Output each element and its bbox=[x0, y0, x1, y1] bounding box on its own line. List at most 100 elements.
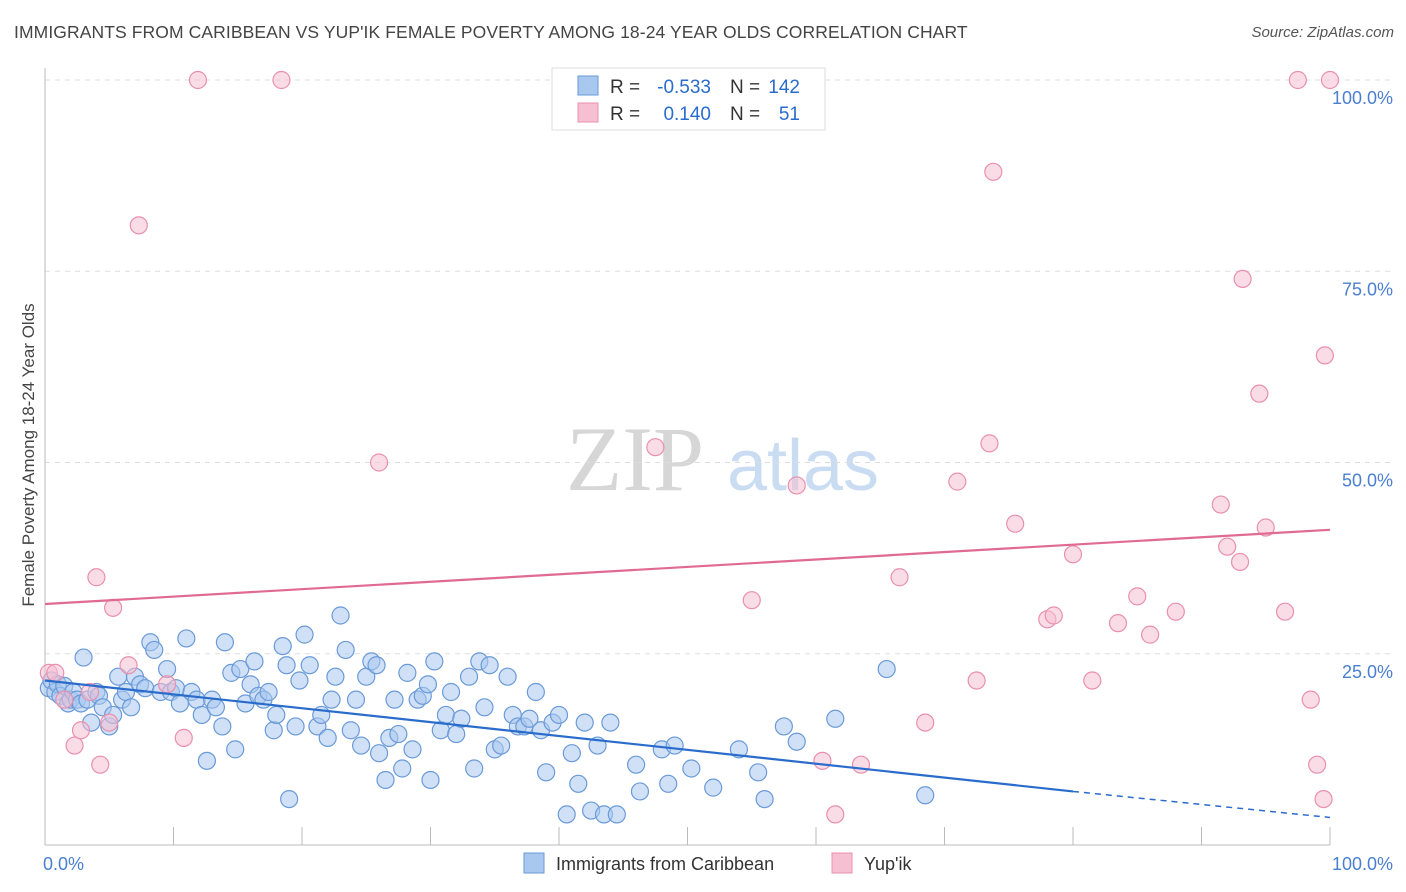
point-caribbean bbox=[607, 805, 626, 824]
point-caribbean bbox=[389, 724, 408, 744]
point-caribbean bbox=[215, 633, 234, 652]
point-yupik bbox=[188, 70, 208, 90]
point-yupik bbox=[1140, 625, 1160, 644]
y-tick-label: 50.0% bbox=[1342, 471, 1393, 491]
y-tick-label: 75.0% bbox=[1342, 279, 1393, 299]
point-caribbean bbox=[441, 682, 461, 702]
point-yupik bbox=[87, 568, 106, 587]
point-caribbean bbox=[197, 751, 217, 770]
tick-labels: 25.0% 50.0% 75.0% 100.0% 0.0% 100.0% bbox=[43, 88, 1393, 874]
point-caribbean bbox=[370, 744, 389, 763]
point-yupik bbox=[1250, 384, 1269, 403]
stats-n-label-1: N = bbox=[730, 77, 760, 98]
point-caribbean bbox=[418, 675, 438, 694]
point-yupik bbox=[1308, 755, 1327, 774]
point-caribbean bbox=[213, 717, 232, 736]
point-caribbean bbox=[273, 636, 292, 656]
point-yupik bbox=[1315, 346, 1334, 365]
point-caribbean bbox=[492, 736, 511, 755]
grid-lines bbox=[45, 79, 1392, 655]
point-caribbean bbox=[245, 652, 264, 671]
trend-line-yupik bbox=[44, 528, 1331, 606]
point-yupik bbox=[1301, 690, 1320, 709]
point-yupik bbox=[1230, 552, 1250, 572]
trend-line-caribbean bbox=[44, 679, 1074, 793]
point-caribbean bbox=[385, 690, 404, 709]
point-caribbean bbox=[341, 721, 360, 740]
point-caribbean bbox=[465, 759, 484, 778]
point-caribbean bbox=[498, 667, 517, 686]
point-yupik bbox=[174, 728, 193, 748]
point-caribbean bbox=[300, 656, 319, 675]
point-caribbean bbox=[626, 755, 646, 774]
legend-label-yupik: Yup'ik bbox=[864, 854, 912, 874]
chart-title: IMMIGRANTS FROM CARIBBEAN VS YUP'IK FEMA… bbox=[14, 22, 968, 42]
point-yupik bbox=[948, 472, 967, 491]
point-yupik bbox=[46, 663, 65, 682]
legend-swatch-yupik bbox=[831, 852, 853, 874]
watermark-zip: ZIP bbox=[566, 408, 704, 510]
point-caribbean bbox=[206, 698, 226, 717]
point-yupik bbox=[1166, 602, 1185, 621]
trend-lines bbox=[44, 528, 1331, 819]
point-caribbean bbox=[74, 648, 93, 667]
point-yupik bbox=[1006, 514, 1025, 533]
series-caribbean-points bbox=[39, 606, 935, 824]
point-caribbean bbox=[526, 682, 545, 702]
point-caribbean bbox=[280, 789, 299, 809]
point-yupik bbox=[157, 675, 177, 694]
point-caribbean bbox=[367, 656, 386, 675]
point-yupik bbox=[1044, 606, 1063, 625]
point-yupik bbox=[646, 438, 665, 457]
point-caribbean bbox=[704, 778, 723, 797]
stats-swatch-pink bbox=[577, 102, 599, 123]
point-caribbean bbox=[290, 671, 309, 690]
point-caribbean bbox=[475, 698, 494, 717]
legend-label-caribbean: Immigrants from Caribbean bbox=[556, 854, 774, 874]
point-yupik bbox=[104, 598, 123, 617]
point-caribbean bbox=[192, 705, 211, 725]
point-caribbean bbox=[774, 717, 793, 736]
point-caribbean bbox=[729, 740, 749, 759]
point-yupik bbox=[1083, 671, 1102, 690]
point-caribbean bbox=[452, 709, 471, 728]
point-caribbean bbox=[231, 659, 250, 679]
point-yupik bbox=[1128, 587, 1147, 606]
point-caribbean bbox=[575, 713, 594, 732]
point-caribbean bbox=[826, 709, 845, 728]
point-caribbean bbox=[145, 640, 164, 660]
point-yupik bbox=[890, 568, 909, 587]
point-caribbean bbox=[665, 736, 684, 755]
point-yupik bbox=[984, 162, 1003, 181]
point-caribbean bbox=[659, 774, 678, 793]
point-yupik bbox=[916, 713, 935, 732]
point-caribbean bbox=[877, 659, 896, 679]
point-caribbean bbox=[787, 732, 806, 751]
point-yupik bbox=[1233, 269, 1252, 288]
point-caribbean bbox=[755, 789, 774, 809]
point-caribbean bbox=[436, 705, 456, 725]
point-yupik bbox=[1108, 614, 1128, 633]
point-yupik bbox=[980, 434, 999, 453]
point-yupik bbox=[71, 721, 91, 740]
stats-r-label-2: R = bbox=[610, 104, 640, 125]
stats-r-label-1: R = bbox=[610, 77, 640, 98]
point-caribbean bbox=[346, 690, 366, 709]
point-caribbean bbox=[259, 682, 278, 702]
point-caribbean bbox=[549, 705, 569, 725]
point-yupik bbox=[91, 755, 110, 774]
legend-swatch-caribbean bbox=[523, 852, 545, 874]
point-caribbean bbox=[264, 721, 283, 740]
point-caribbean bbox=[425, 652, 444, 671]
point-yupik bbox=[272, 70, 291, 90]
source-label: Source: ZipAtlas.com bbox=[1251, 24, 1394, 41]
point-yupik bbox=[1314, 789, 1333, 809]
stats-r-value-2: 0.140 bbox=[663, 104, 711, 125]
point-yupik bbox=[1256, 518, 1275, 537]
point-yupik bbox=[100, 713, 119, 732]
point-yupik bbox=[967, 671, 986, 690]
stats-r-value-1: -0.533 bbox=[657, 77, 711, 98]
point-yupik bbox=[1211, 495, 1230, 514]
point-caribbean bbox=[916, 786, 935, 805]
